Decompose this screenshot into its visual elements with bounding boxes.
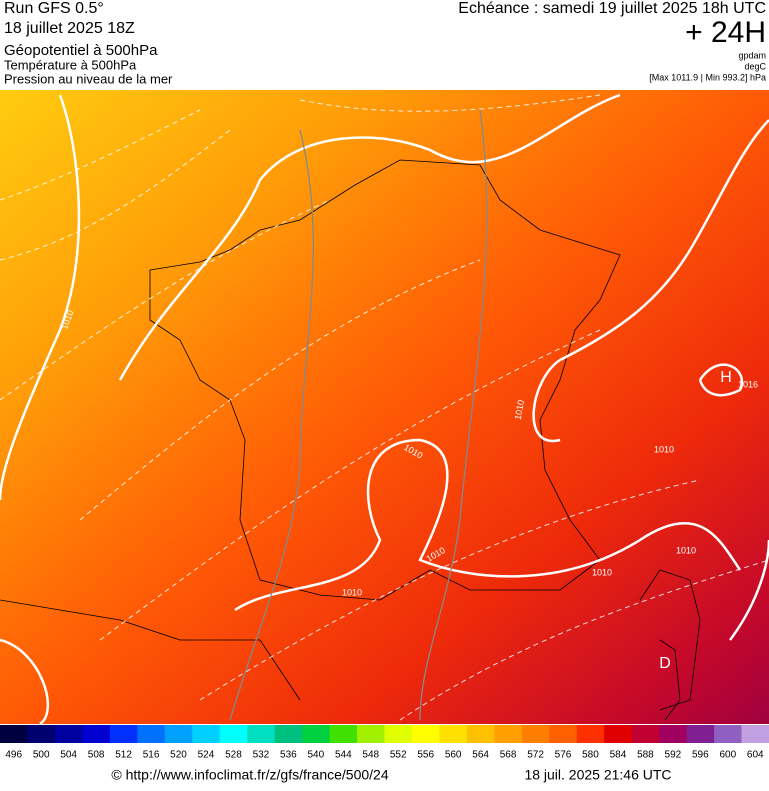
scale-swatch	[659, 725, 688, 743]
scale-label: 580	[582, 750, 599, 761]
scale-swatch	[604, 725, 633, 743]
scale-label: 568	[500, 750, 517, 761]
scale-swatch	[741, 725, 769, 743]
scale-swatch	[576, 725, 605, 743]
scale-label: 592	[665, 750, 682, 761]
field-label: Température à 500hPa	[4, 57, 137, 72]
scale-label: 588	[637, 750, 654, 761]
field-label: Géopotentiel à 500hPa	[4, 42, 158, 59]
scale-swatch	[439, 725, 468, 743]
scale-label: 524	[198, 750, 215, 761]
scale-swatch	[247, 725, 276, 743]
lead-time: + 24H	[685, 16, 766, 49]
scale-label: 556	[417, 750, 434, 761]
scale-swatch	[631, 725, 660, 743]
timestamp: 18 juil. 2025 21:46 UTC	[524, 767, 671, 783]
source: © http://www.infoclimat.fr/z/gfs/france/…	[111, 767, 388, 783]
scale-swatch	[329, 725, 358, 743]
contour-label: H	[720, 369, 732, 386]
scale-swatch	[27, 725, 56, 743]
scale-swatch	[411, 725, 440, 743]
scale-label: 560	[445, 750, 462, 761]
unit: degC	[744, 61, 766, 71]
scale-swatch	[521, 725, 550, 743]
isotherms	[0, 94, 769, 721]
scale-label: 564	[472, 750, 489, 761]
scale-label: 536	[280, 750, 297, 761]
scale-swatch	[686, 725, 715, 743]
scale-label: 596	[692, 750, 709, 761]
scale-label: 508	[88, 750, 105, 761]
map-field	[0, 90, 769, 724]
contour-label: 1010	[676, 545, 696, 555]
scale-swatch	[302, 725, 331, 743]
contour-label: D	[659, 655, 671, 672]
echeance: Echéance : samedi 19 juillet 2025 18h UT…	[458, 0, 766, 17]
scale-label: 532	[253, 750, 270, 761]
scale-swatch	[274, 725, 303, 743]
scale-swatch	[219, 725, 248, 743]
contour-label: 1010	[654, 444, 674, 454]
contour-label: 1016	[738, 379, 758, 389]
unit: [Max 1011.9 | Min 993.2] hPa	[649, 72, 766, 82]
geopotential	[229, 109, 488, 721]
scale-label: 600	[719, 750, 736, 761]
run-title: Run GFS 0.5°	[4, 0, 104, 17]
scale-swatch	[137, 725, 166, 743]
scale-swatch	[549, 725, 578, 743]
scale-swatch	[54, 725, 83, 743]
scale-swatch	[494, 725, 523, 743]
scale-label: 548	[362, 750, 379, 761]
scale-swatch	[384, 725, 413, 743]
scale-label: 520	[170, 750, 187, 761]
scale-label: 552	[390, 750, 407, 761]
contour-label: 1010	[592, 567, 612, 577]
scale-swatch	[82, 725, 111, 743]
scale-label: 496	[5, 750, 22, 761]
scale-swatch	[466, 725, 495, 743]
scale-label: 500	[33, 750, 50, 761]
scale-swatch	[0, 725, 28, 743]
unit: gpdam	[738, 50, 766, 60]
contour-label: 1010	[513, 399, 526, 420]
scale-label: 584	[610, 750, 627, 761]
contour-label: 1010	[342, 587, 362, 597]
scale-label: 544	[335, 750, 352, 761]
scale-label: 528	[225, 750, 242, 761]
run-date: 18 juillet 2025 18Z	[4, 20, 135, 37]
scale-label: 512	[115, 750, 132, 761]
scale-swatch	[164, 725, 193, 743]
scale-label: 504	[60, 750, 77, 761]
scale-label: 572	[527, 750, 544, 761]
field-label: Pression au niveau de la mer	[4, 71, 173, 86]
scale-label: 516	[143, 750, 160, 761]
scale-label: 576	[555, 750, 572, 761]
coastline	[0, 159, 701, 721]
scale-label: 540	[307, 750, 324, 761]
scale-swatch	[192, 725, 221, 743]
scale-swatch	[714, 725, 743, 743]
scale-label: 604	[747, 750, 764, 761]
scale-swatch	[109, 725, 138, 743]
scale-swatch	[357, 725, 385, 743]
